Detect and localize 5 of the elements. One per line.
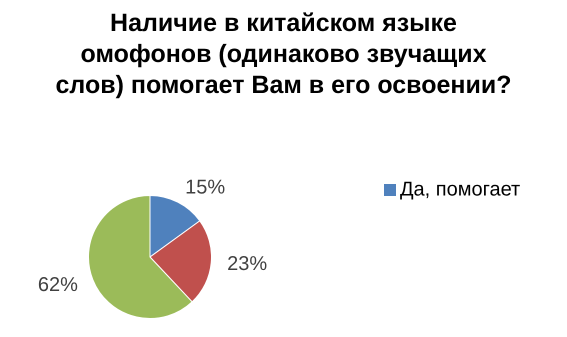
chart-title: Наличие в китайском языке омофонов (одинаково звучащих слов) помогает Вам в его освоении? <box>54 8 512 101</box>
data-label: 62% <box>38 274 78 296</box>
legend-label: Да, помогает <box>400 178 520 201</box>
data-label: 15% <box>185 176 226 198</box>
data-label: 23% <box>227 252 268 275</box>
